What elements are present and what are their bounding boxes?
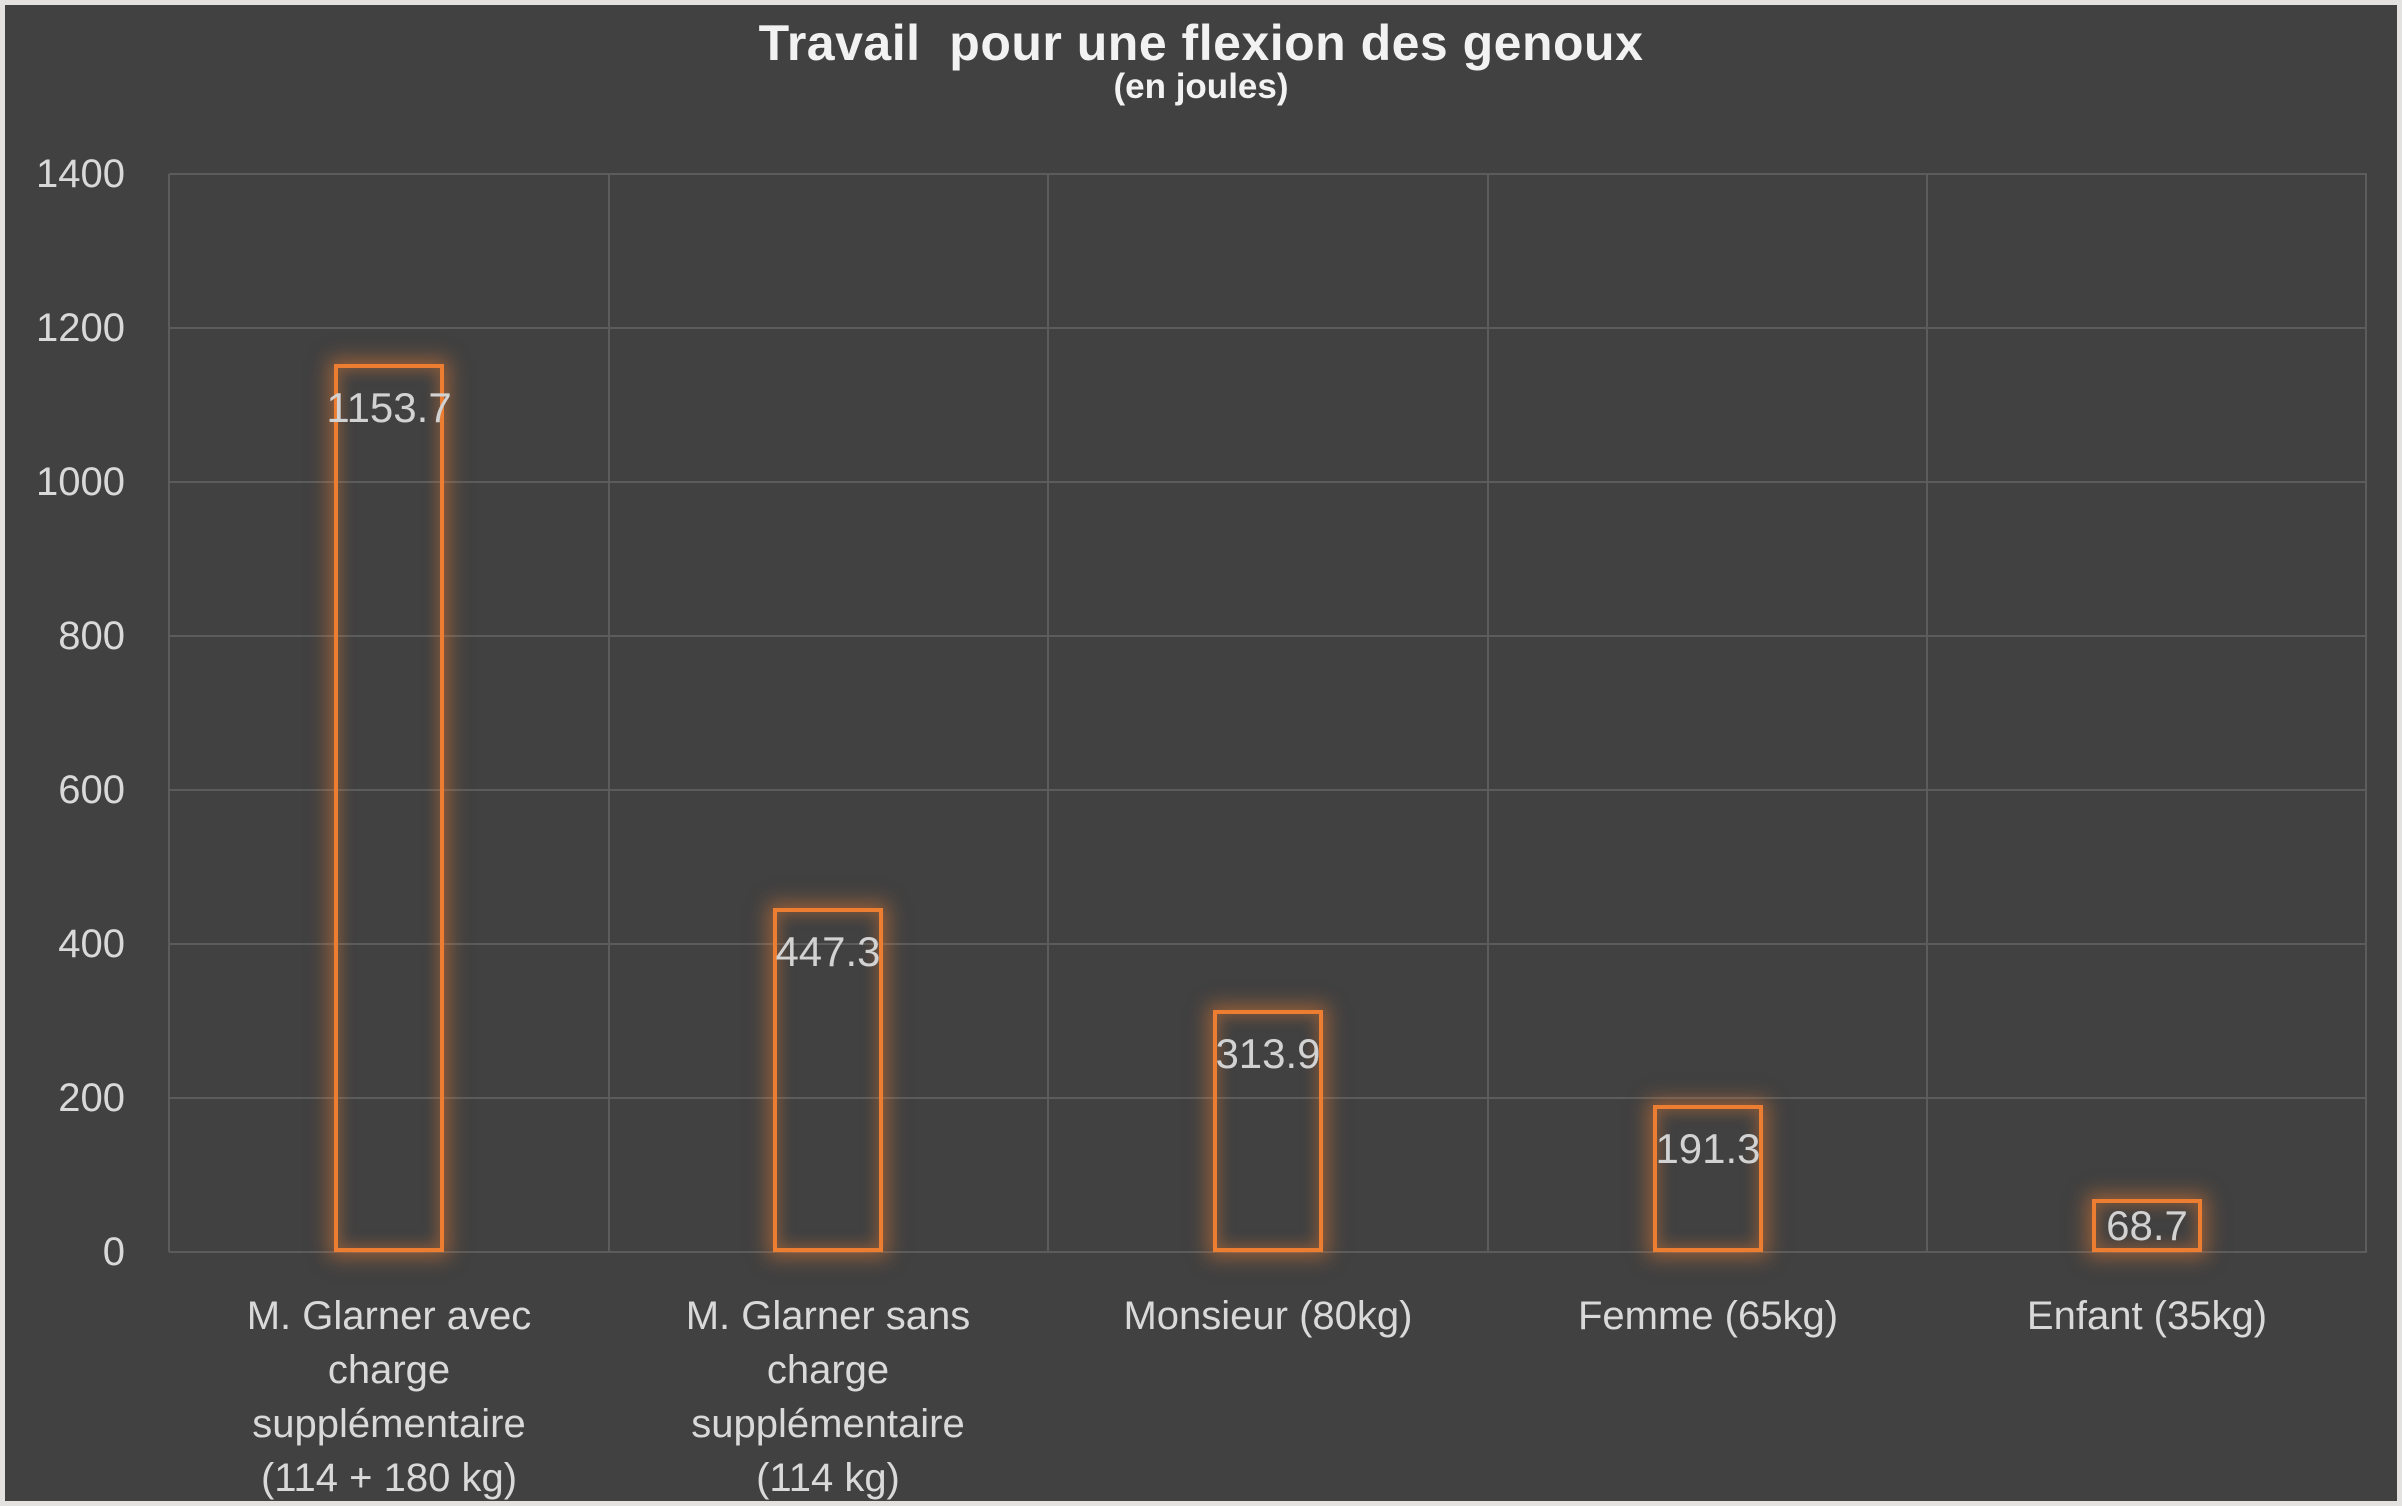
gridline-vertical — [1047, 174, 1049, 1252]
y-tick-label: 1200 — [36, 306, 125, 350]
y-tick-label: 1400 — [36, 152, 125, 196]
bar-chart: Travail pour une flexion des genoux (en … — [5, 5, 2397, 1501]
x-category-label: M. Glarner avec charge supplémentaire (1… — [246, 1294, 532, 1500]
bar-value-label: 68.7 — [2106, 1202, 2188, 1249]
y-tick-label: 1000 — [36, 460, 125, 504]
gridline-horizontal — [169, 481, 2367, 483]
gridline-vertical — [168, 174, 170, 1252]
gridline-vertical — [1926, 174, 1928, 1252]
bar-3 — [1653, 1105, 1763, 1252]
x-category-label: Femme (65kg) — [1577, 1294, 1839, 1338]
gridline-horizontal — [169, 635, 2367, 637]
y-tick-label: 800 — [58, 614, 125, 658]
y-tick-label: 200 — [58, 1076, 125, 1120]
bar-value-label: 447.3 — [775, 928, 881, 975]
gridline-vertical — [1487, 174, 1489, 1252]
gridline-horizontal — [169, 327, 2367, 329]
plot-area — [168, 173, 2367, 1253]
y-tick-label: 600 — [58, 768, 125, 812]
x-category-label: M. Glarner sans charge supplémentaire (1… — [685, 1294, 971, 1500]
bar-value-label: 191.3 — [1655, 1125, 1761, 1172]
gridline-horizontal — [169, 943, 2367, 945]
bar-4 — [2092, 1199, 2202, 1252]
gridline-vertical — [2365, 174, 2367, 1252]
bar-0 — [334, 364, 444, 1252]
gridline-horizontal — [169, 1251, 2367, 1253]
gridline-horizontal — [169, 173, 2367, 175]
y-tick-label: 0 — [102, 1230, 125, 1274]
bar-value-label: 313.9 — [1215, 1030, 1321, 1077]
bar-value-label: 1153.7 — [326, 384, 452, 431]
x-category-label: Monsieur (80kg) — [1123, 1294, 1413, 1338]
chart-title: Travail pour une flexion des genoux — [758, 15, 1644, 71]
bar-2 — [1213, 1010, 1323, 1252]
gridline-vertical — [608, 174, 610, 1252]
gridline-horizontal — [169, 1097, 2367, 1099]
gridline-horizontal — [169, 789, 2367, 791]
bar-1 — [773, 908, 883, 1252]
chart-subtitle: (en joules) — [1113, 67, 1289, 106]
x-category-label: Enfant (35kg) — [2026, 1294, 2268, 1338]
y-tick-label: 400 — [58, 922, 125, 966]
